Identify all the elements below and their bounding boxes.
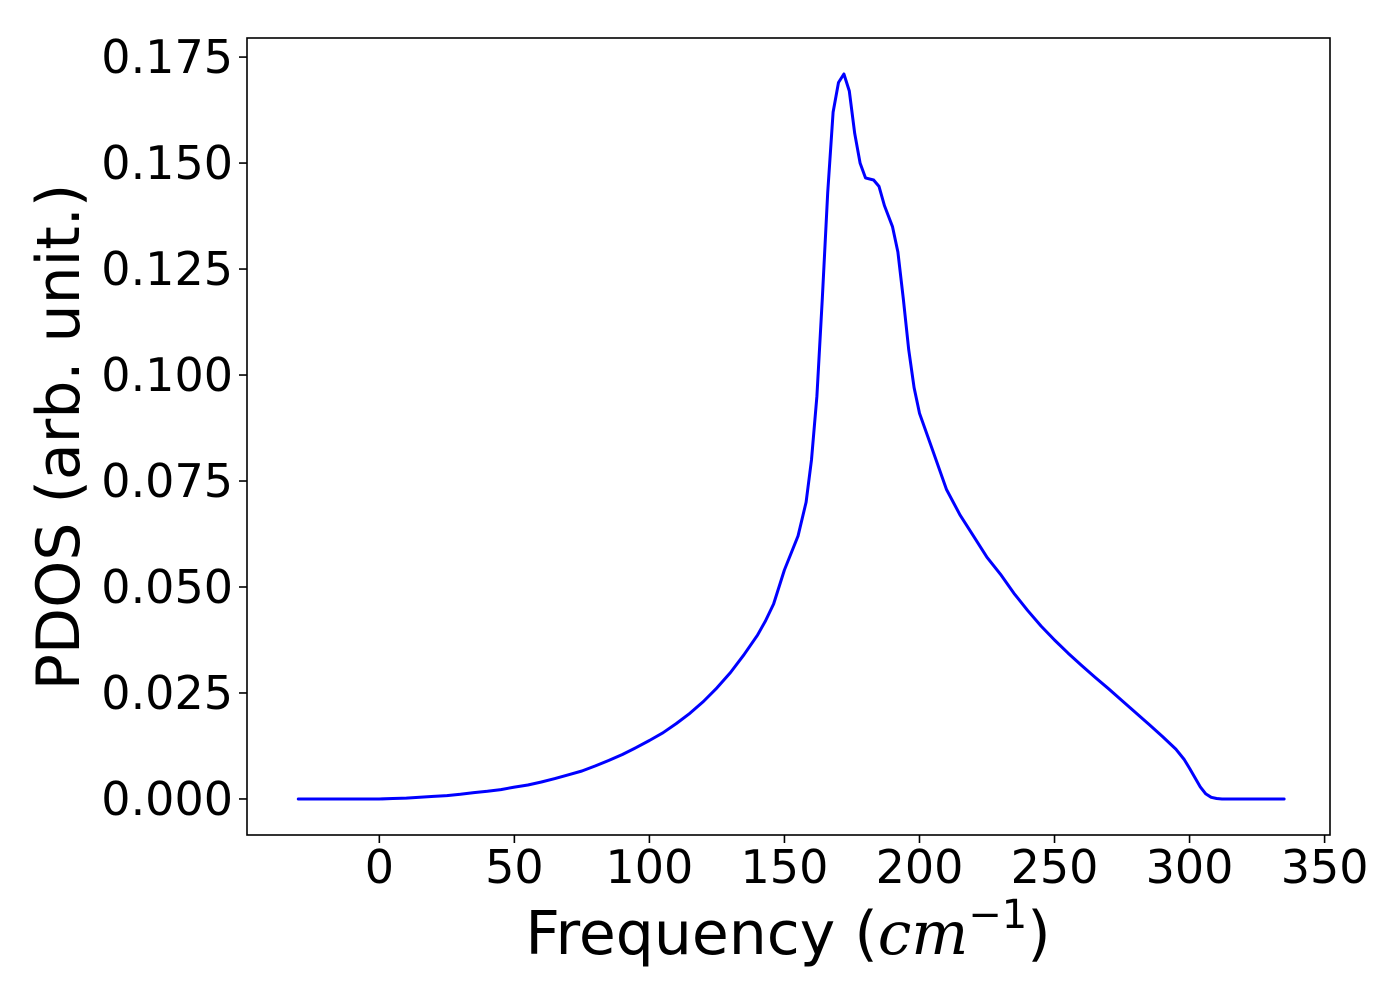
x-axis-label-suffix: ) bbox=[1027, 899, 1050, 969]
y-tick-label: 0.075 bbox=[101, 454, 233, 508]
x-axis-label-prefix: Frequency ( bbox=[525, 899, 877, 969]
y-tick-label: 0.100 bbox=[101, 348, 233, 402]
x-tick-label: 50 bbox=[485, 840, 544, 894]
x-tick-label: 350 bbox=[1281, 840, 1369, 894]
y-axis-label: PDOS (arb. unit.) bbox=[24, 184, 94, 691]
y-tick-label: 0.000 bbox=[101, 772, 233, 826]
y-tick-label: 0.150 bbox=[101, 136, 233, 190]
x-axis-label-unit: cm bbox=[878, 899, 969, 969]
x-tick-label: 200 bbox=[876, 840, 964, 894]
y-tick-label: 0.125 bbox=[101, 242, 233, 296]
x-tick-label: 150 bbox=[741, 840, 829, 894]
x-tick-label: 100 bbox=[606, 840, 694, 894]
x-tick-label: 300 bbox=[1146, 840, 1234, 894]
pdos-line bbox=[296, 72, 1286, 801]
x-axis-label: Frequency (cm−1) bbox=[525, 892, 1050, 969]
x-axis-ticks: 0 50 100 150 200 250 300 350 bbox=[365, 835, 1369, 894]
x-axis-label-exponent: −1 bbox=[968, 892, 1027, 938]
x-tick-label: 250 bbox=[1011, 840, 1099, 894]
y-tick-label: 0.025 bbox=[101, 666, 233, 720]
plot-area-frame bbox=[246, 37, 1331, 836]
y-axis-ticks: 0.000 0.025 0.050 0.075 0.100 0.125 0.150 0.175 bbox=[101, 30, 247, 826]
x-tick-label: 0 bbox=[365, 840, 394, 894]
y-tick-label: 0.050 bbox=[101, 560, 233, 614]
y-tick-label: 0.175 bbox=[101, 30, 233, 84]
